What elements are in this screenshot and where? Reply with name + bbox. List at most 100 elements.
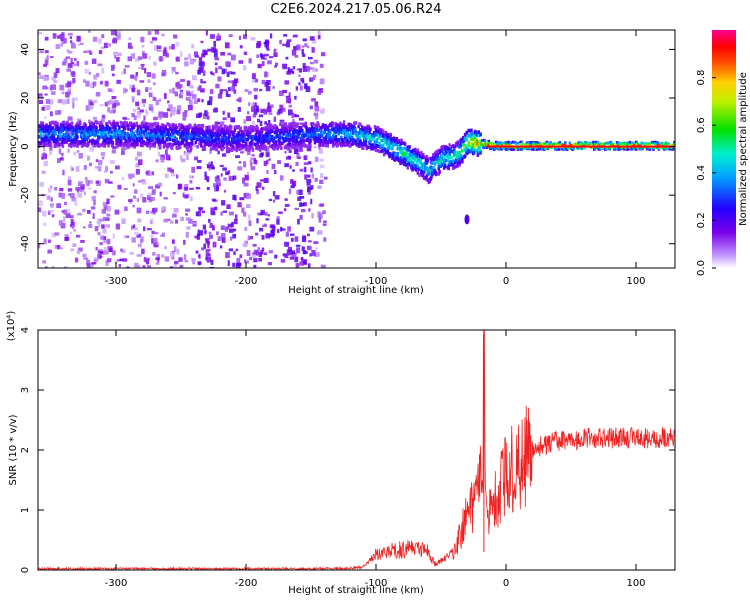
heatmap-cell [306, 146, 312, 152]
heatmap-cell [447, 147, 450, 151]
heatmap-cell [77, 118, 81, 123]
heatmap-cell [525, 141, 529, 144]
heatmap-cell [272, 86, 275, 89]
heatmap-cell [353, 126, 357, 131]
heatmap-cell [124, 143, 127, 147]
heatmap-cell [123, 187, 128, 190]
heatmap-cell [130, 123, 134, 127]
heatmap-cell [254, 133, 258, 137]
heatmap-cell [196, 137, 199, 142]
heatmap-cell [147, 265, 151, 268]
heatmap-cell [337, 132, 340, 136]
heatmap-cell [200, 40, 204, 44]
heatmap-cell [442, 151, 445, 155]
heatmap-cell [274, 135, 278, 140]
heatmap-cell [271, 163, 276, 170]
heatmap-cell [42, 260, 46, 264]
heatmap-cell [159, 191, 162, 197]
heatmap-cell [653, 146, 656, 150]
heatmap-cell [133, 75, 136, 80]
heatmap-cell [227, 80, 233, 84]
heatmap-cell [391, 146, 394, 151]
heatmap-cell [218, 129, 221, 133]
heatmap-cell [178, 143, 181, 147]
heatmap-cell [291, 134, 294, 138]
heatmap-cell [214, 134, 217, 139]
heatmap-cell [168, 89, 174, 94]
heatmap-cell [397, 139, 400, 143]
heatmap-cell [294, 207, 299, 210]
heatmap-cell [233, 125, 237, 130]
heatmap-cell [390, 139, 393, 143]
heatmap-cell [258, 114, 263, 118]
heatmap-cell [51, 76, 56, 81]
heatmap-cell [223, 124, 227, 129]
heatmap-cell [275, 125, 278, 130]
heatmap-cell [319, 203, 325, 207]
heatmap-cell [263, 177, 269, 183]
heatmap-cell [55, 68, 60, 74]
heatmap-cell [359, 123, 362, 127]
heatmap-cell [308, 187, 313, 191]
heatmap-cell [109, 129, 112, 134]
heatmap-cell [275, 62, 279, 67]
heatmap-cell [306, 137, 309, 141]
heatmap-cell [131, 225, 134, 230]
heatmap-cell [477, 151, 480, 155]
heatmap-cell [159, 56, 163, 62]
heatmap-cell [245, 132, 248, 137]
heatmap-cell [210, 259, 214, 265]
heatmap-cell [423, 166, 427, 171]
heatmap-cell [197, 261, 202, 265]
heatmap-cell [75, 234, 81, 238]
heatmap-cell [189, 187, 194, 190]
heatmap-cell [365, 127, 369, 131]
heatmap-cell [80, 190, 84, 193]
heatmap-cell [312, 134, 316, 138]
heatmap-cell [629, 146, 632, 149]
heatmap-cell [272, 141, 276, 146]
heatmap-cell [315, 247, 318, 250]
heatmap-cell [319, 63, 324, 68]
heatmap-cell [58, 132, 62, 137]
heatmap-cell [127, 56, 132, 62]
heatmap-cell [407, 148, 410, 152]
heatmap-cell [231, 133, 235, 137]
heatmap-cell [252, 254, 257, 258]
heatmap-cell [189, 85, 194, 89]
heatmap-cell [232, 130, 236, 134]
heatmap-cell [66, 98, 70, 104]
heatmap-cell [212, 139, 216, 144]
heatmap-cell [215, 83, 220, 89]
heatmap-cell [190, 134, 193, 138]
heatmap-cell [213, 131, 217, 136]
heatmap-cell [396, 151, 399, 156]
heatmap-cell [139, 109, 144, 113]
heatmap-cell [220, 173, 223, 177]
heatmap-cell [106, 136, 109, 141]
heatmap-cell [60, 38, 64, 41]
heatmap-cell [268, 119, 271, 124]
heatmap-cell [191, 258, 196, 261]
heatmap-cell [235, 148, 238, 153]
heatmap-cell [94, 128, 97, 133]
heatmap-cell [258, 137, 261, 141]
heatmap-cell [114, 54, 117, 59]
spectrogram-y-axis-label: Frequency (Hz) [8, 111, 19, 187]
heatmap-cell [216, 127, 219, 132]
heatmap-cell [426, 178, 430, 182]
spectrogram-heatmap [38, 30, 675, 268]
heatmap-cell [403, 159, 407, 164]
heatmap-cell [233, 218, 238, 225]
heatmap-cell [75, 131, 78, 135]
heatmap-cell [267, 262, 273, 266]
heatmap-cell [278, 211, 283, 214]
heatmap-cell [69, 136, 73, 140]
heatmap-cell [233, 89, 237, 94]
heatmap-cell [235, 155, 240, 159]
heatmap-cell [358, 135, 361, 140]
heatmap-cell [160, 234, 165, 237]
heatmap-cell [277, 129, 280, 133]
heatmap-cell [282, 132, 286, 136]
snr-plot-area [38, 330, 675, 570]
